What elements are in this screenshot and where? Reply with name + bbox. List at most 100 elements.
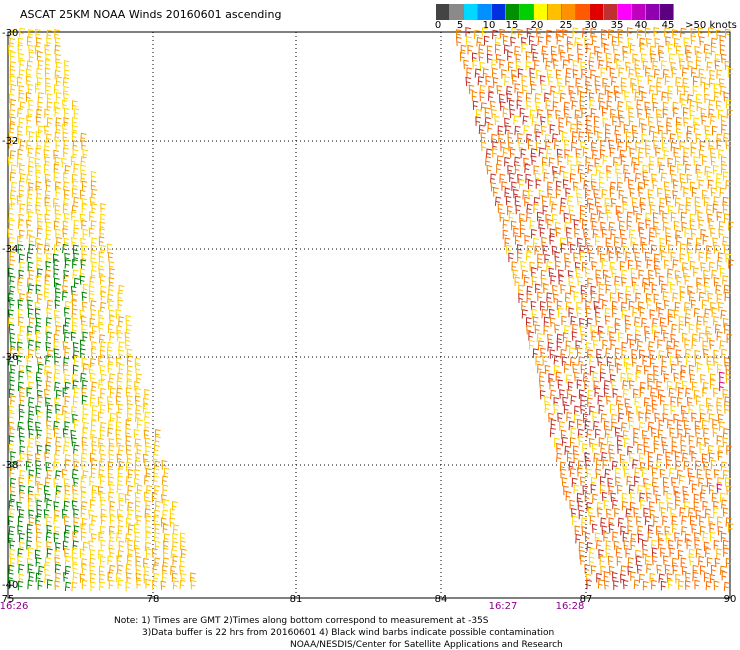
wind-barb <box>611 571 618 582</box>
wind-barb <box>521 84 528 95</box>
wind-barb <box>479 84 486 95</box>
wind-barb <box>9 557 16 568</box>
wind-barb <box>72 540 79 550</box>
wind-barb <box>517 28 523 39</box>
wind-barb <box>63 269 69 280</box>
wind-barb <box>722 236 729 246</box>
wind-barb <box>56 413 62 423</box>
wind-barb <box>154 523 161 534</box>
wind-barb <box>16 195 23 205</box>
wind-barb <box>62 123 68 134</box>
wind-barb <box>691 339 698 350</box>
wind-barb <box>596 276 602 287</box>
wind-barb <box>115 309 122 319</box>
wind-barb <box>63 147 69 158</box>
wind-barb <box>99 364 106 375</box>
wind-barb <box>61 157 67 168</box>
wind-barb <box>619 228 626 239</box>
wind-barb <box>576 116 582 126</box>
wind-barb <box>90 452 96 463</box>
wind-barb <box>676 397 683 407</box>
wind-barb <box>523 157 529 168</box>
wind-barb <box>667 204 674 215</box>
wind-barb <box>563 404 570 414</box>
wind-barb <box>695 93 702 103</box>
wind-barb <box>609 374 616 384</box>
wind-barb <box>19 27 26 38</box>
wind-barb <box>55 325 62 335</box>
wind-barb <box>627 525 633 535</box>
wind-barb <box>651 477 659 487</box>
wind-barb <box>550 274 557 285</box>
wind-barb <box>565 75 571 86</box>
wind-barb <box>545 99 552 110</box>
wind-barb <box>574 405 580 416</box>
wind-barb <box>627 37 633 48</box>
wind-barb <box>676 419 683 430</box>
wind-barb <box>54 563 61 574</box>
wind-barb <box>54 397 60 407</box>
wind-barb <box>179 579 186 590</box>
wind-barb <box>724 324 730 334</box>
wind-barb <box>574 109 581 120</box>
wind-barb <box>641 467 648 478</box>
wind-barb <box>718 445 724 455</box>
wind-barb <box>537 291 543 302</box>
wind-barb <box>90 237 98 247</box>
wind-barb <box>677 539 683 550</box>
wind-barb <box>660 172 668 182</box>
wind-barb <box>669 133 676 143</box>
wind-barb <box>43 509 50 519</box>
wind-barb <box>699 412 706 423</box>
wind-barb <box>108 579 115 590</box>
wind-barb <box>682 268 689 278</box>
wind-barb <box>719 421 725 431</box>
lat-label: -36 <box>2 352 18 363</box>
wind-barb <box>135 412 142 422</box>
wind-barb <box>643 365 650 375</box>
wind-barb <box>681 221 687 232</box>
wind-barb <box>639 492 646 502</box>
wind-barb <box>541 156 548 167</box>
wind-barb <box>163 533 170 543</box>
wind-barb <box>64 381 71 392</box>
wind-barb <box>73 508 79 519</box>
wind-barb <box>582 219 588 230</box>
wind-barb <box>9 285 16 296</box>
wind-barb <box>669 164 676 175</box>
wind-barb <box>622 51 629 62</box>
wind-barb <box>90 252 97 263</box>
wind-barb <box>719 340 726 350</box>
wind-barb <box>491 58 498 69</box>
wind-barb <box>631 197 638 207</box>
wind-barb <box>35 421 41 432</box>
wind-barb <box>553 355 560 365</box>
wind-barb <box>549 124 556 134</box>
wind-barb <box>590 285 597 296</box>
wind-barb <box>18 476 25 487</box>
wind-barb <box>117 403 124 414</box>
wind-barb <box>670 508 676 518</box>
wind-barb <box>696 277 702 287</box>
wind-barb <box>622 532 629 542</box>
wind-barb <box>676 131 683 141</box>
wind-barb <box>91 413 98 424</box>
wind-barb <box>91 381 98 391</box>
wind-barb <box>609 187 616 198</box>
wind-barb <box>99 221 106 232</box>
wind-barb <box>717 516 723 526</box>
wind-barb <box>617 434 623 445</box>
wind-barb <box>614 236 620 247</box>
wind-barb <box>636 364 643 375</box>
colorbar-label: 10 <box>482 20 496 31</box>
wind-barb <box>595 269 602 279</box>
wind-barb <box>561 476 568 487</box>
wind-barb <box>601 37 607 48</box>
wind-barb <box>709 531 716 542</box>
wind-barb <box>46 524 52 535</box>
wind-barb <box>100 285 107 296</box>
wind-barb <box>549 317 556 327</box>
wind-barb <box>71 308 78 318</box>
wind-barb <box>18 213 24 224</box>
wind-barb <box>117 331 124 342</box>
